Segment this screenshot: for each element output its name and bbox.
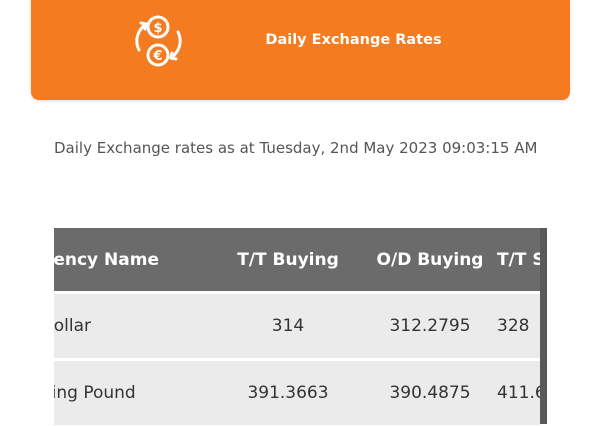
- column-header-tt-selling[interactable]: T/T Selling: [497, 249, 540, 270]
- svg-text:$: $: [153, 21, 162, 36]
- table-row[interactable]: US Dollar 314 312.2795 328: [54, 294, 540, 358]
- rates-timestamp-text: Daily Exchange rates as at Tuesday, 2nd …: [54, 139, 538, 157]
- table-row[interactable]: Sterling Pound 391.3663 390.4875 411.693: [54, 361, 540, 425]
- tt-buying-cell: 314: [271, 316, 305, 336]
- tt-buying-cell: 391.3663: [247, 383, 329, 403]
- currency-name-cell: Sterling Pound: [54, 383, 136, 403]
- banner-title: Daily Exchange Rates: [265, 32, 442, 48]
- table-header-row: Currency Name T/T Buying O/D Buying T/T …: [54, 228, 540, 291]
- od-buying-cell: 390.4875: [389, 383, 471, 403]
- tt-selling-cell: 328: [497, 316, 530, 336]
- column-header-tt-buying[interactable]: T/T Buying: [237, 249, 339, 270]
- currency-exchange-icon: $ €: [135, 15, 182, 67]
- exchange-rates-table[interactable]: Currency Name T/T Buying O/D Buying T/T …: [54, 228, 540, 426]
- exchange-rates-banner: $ € Daily Exchange Rates: [31, 0, 570, 100]
- currency-name-cell: US Dollar: [54, 316, 91, 336]
- table-scrollbar[interactable]: [540, 228, 547, 424]
- svg-text:€: €: [152, 49, 162, 64]
- column-header-od-buying[interactable]: O/D Buying: [376, 249, 484, 270]
- column-header-currency-name[interactable]: Currency Name: [54, 249, 159, 270]
- od-buying-cell: 312.2795: [389, 316, 471, 336]
- tt-selling-cell: 411.693: [497, 383, 540, 403]
